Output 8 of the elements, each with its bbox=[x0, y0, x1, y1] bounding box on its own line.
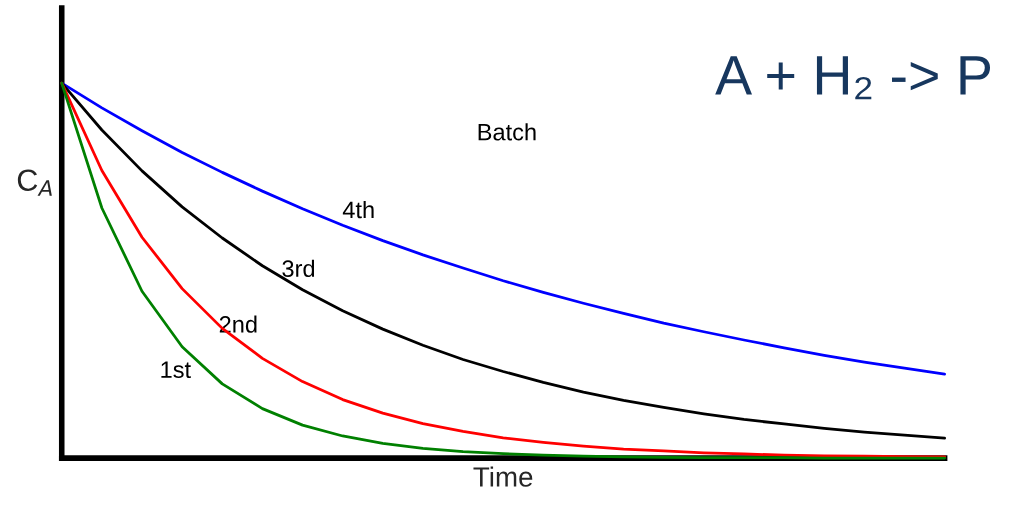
x-axis-title: Time bbox=[473, 466, 533, 487]
y-axis-title: C$_{A}$ bbox=[17, 169, 52, 196]
series-label: 4th bbox=[342, 200, 374, 219]
series-label: 3rd bbox=[282, 259, 315, 278]
annotation: Batch bbox=[478, 123, 536, 141]
series-label: 1st bbox=[161, 361, 191, 379]
series-label: 2nd bbox=[219, 315, 257, 333]
annotation: A + H₂ -> P bbox=[715, 56, 991, 100]
